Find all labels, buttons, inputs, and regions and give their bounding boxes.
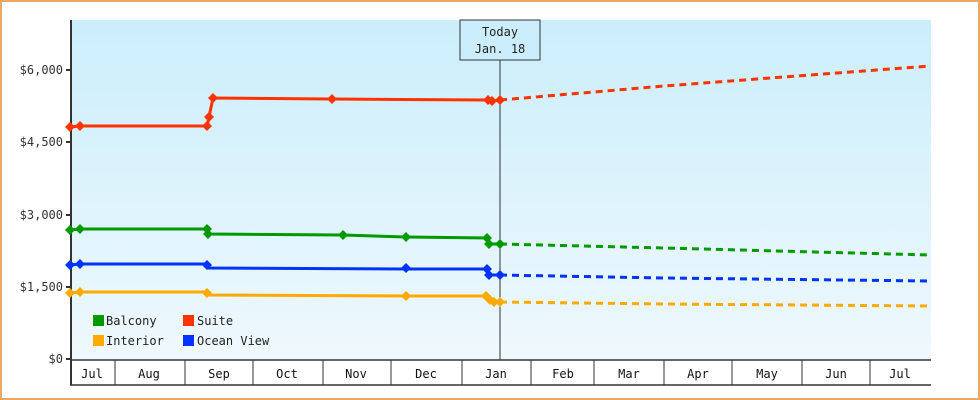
legend-item-interior: Interior (93, 334, 164, 348)
legend-item-suite: Suite (183, 314, 233, 328)
legend-swatch-balcony (93, 315, 104, 326)
today-marker: Today Jan. 18 (459, 19, 541, 360)
y-axis-ticks: $6,000 $4,500 $3,000 $1,500 $0 (20, 63, 71, 366)
month-label-jan: Jan (485, 367, 507, 381)
x-axis: Jul Aug Sep Oct Nov Dec Jan Feb Mar Apr … (70, 359, 931, 386)
legend-swatch-ocean-view (183, 335, 194, 346)
month-label-sep: Sep (208, 367, 230, 381)
month-label-jul-next: Jul (889, 367, 911, 381)
legend-label-ocean-view: Ocean View (197, 334, 270, 348)
legend-label-suite: Suite (197, 314, 233, 328)
legend-item-balcony: Balcony (93, 314, 157, 328)
legend-swatch-interior (93, 335, 104, 346)
month-label-feb: Feb (552, 367, 574, 381)
today-date: Jan. 18 (475, 42, 526, 56)
legend-label-interior: Interior (106, 334, 164, 348)
interior-data-points (65, 287, 505, 307)
month-label-apr: Apr (687, 367, 709, 381)
balcony-data-points (65, 224, 505, 249)
month-label-oct: Oct (276, 367, 298, 381)
month-label-nov: Nov (345, 367, 367, 381)
y-tick-0: $0 (49, 352, 63, 366)
legend-swatch-suite (183, 315, 194, 326)
month-label-aug: Aug (138, 367, 160, 381)
month-label-jun: Jun (825, 367, 847, 381)
series-balcony (65, 224, 931, 257)
month-label-mar: Mar (618, 367, 640, 381)
y-tick-6000: $6,000 (20, 63, 63, 77)
month-label-dec: Dec (415, 367, 437, 381)
month-label-jul: Jul (81, 367, 103, 381)
y-tick-1500: $1,500 (20, 280, 63, 294)
series-interior (65, 287, 931, 308)
month-label-may: May (756, 367, 778, 381)
series-ocean-view (65, 259, 931, 283)
y-tick-3000: $3,000 (20, 208, 63, 222)
plot-area (71, 20, 931, 359)
legend-item-ocean-view: Ocean View (183, 334, 270, 348)
legend: Balcony Suite Interior Ocean View (93, 314, 270, 348)
series-suite (65, 64, 931, 132)
suite-data-points (65, 93, 505, 132)
today-label: Today (482, 25, 518, 39)
y-tick-4500: $4,500 (20, 135, 63, 149)
ocean-view-data-points (65, 259, 505, 280)
legend-label-balcony: Balcony (106, 314, 157, 328)
